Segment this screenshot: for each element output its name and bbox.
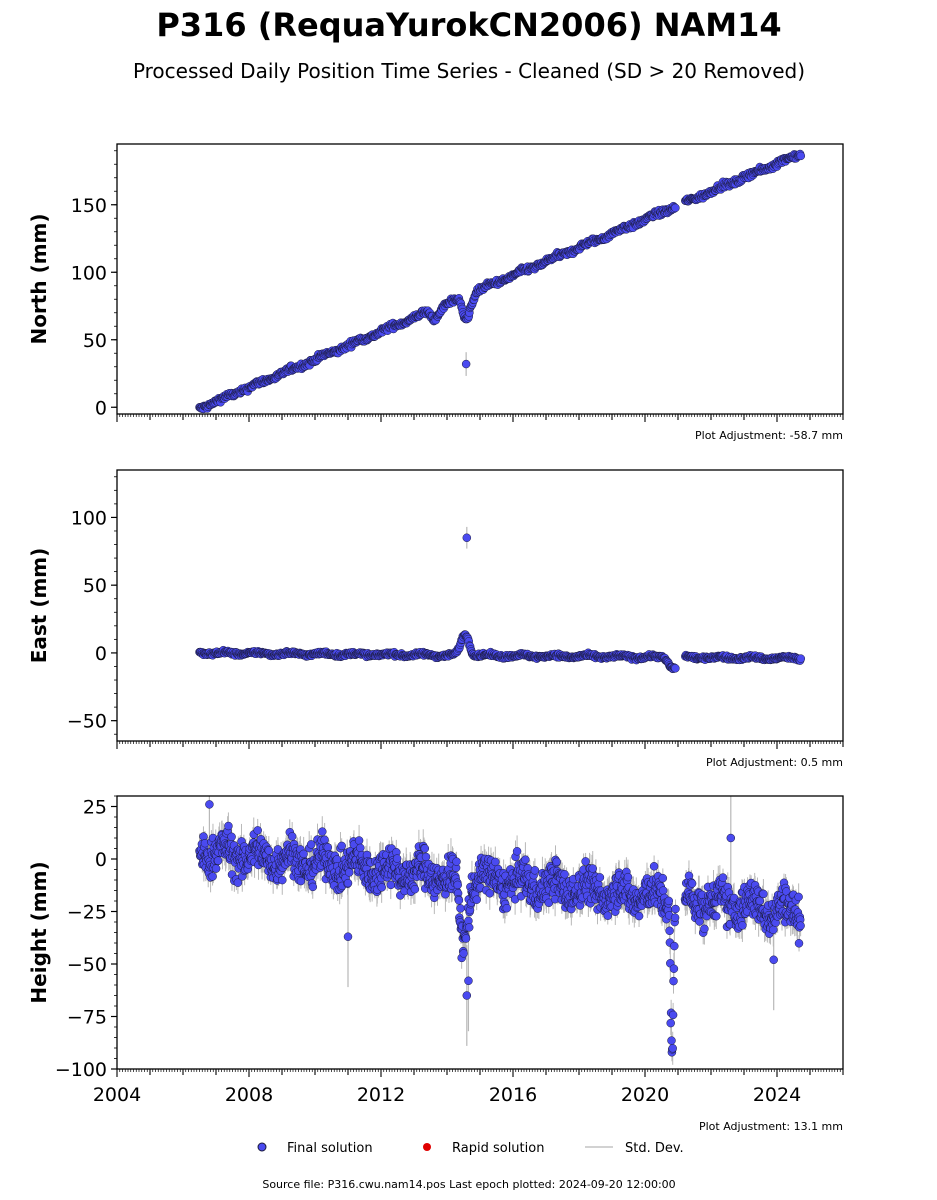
y-tick-label: 50 <box>83 575 107 597</box>
chart-title: P316 (RequaYurokCN2006) NAM14 <box>156 6 781 44</box>
y-tick-label: 50 <box>83 330 107 352</box>
data-point <box>671 203 680 213</box>
plot-adjustment-label: Plot Adjustment: -58.7 mm <box>695 429 843 442</box>
y-tick-label: 150 <box>71 195 107 217</box>
panels: 0 50 100 150 North (mm) Plot Adjustment: -58.… <box>27 143 844 1133</box>
panel-2: −50 0 50 100 East (mm) Plot Adjustment: 0.5 m… <box>27 469 844 769</box>
data-point <box>671 664 680 673</box>
y-tick-label: 0 <box>95 397 107 419</box>
y-tick-label: 100 <box>71 507 107 529</box>
data-points <box>195 533 806 674</box>
plot-adjustment-label: Plot Adjustment: 0.5 mm <box>706 756 843 769</box>
axes-frame <box>116 469 844 742</box>
chart-subtitle: Processed Daily Position Time Series - C… <box>133 59 805 83</box>
y-tick-label: −50 <box>67 711 107 733</box>
data-points <box>195 149 806 414</box>
data-point <box>796 654 806 663</box>
outlier-point <box>462 533 472 542</box>
y-axis-label: East (mm) <box>27 548 51 664</box>
y-tick-label: 0 <box>95 643 107 665</box>
data-point <box>796 151 806 161</box>
y-tick-label: 100 <box>71 262 107 284</box>
y-axis-label: North (mm) <box>27 213 51 344</box>
panel-1: 0 50 100 150 North (mm) Plot Adjustment: -58.… <box>27 143 844 442</box>
outlier-point <box>461 359 471 369</box>
